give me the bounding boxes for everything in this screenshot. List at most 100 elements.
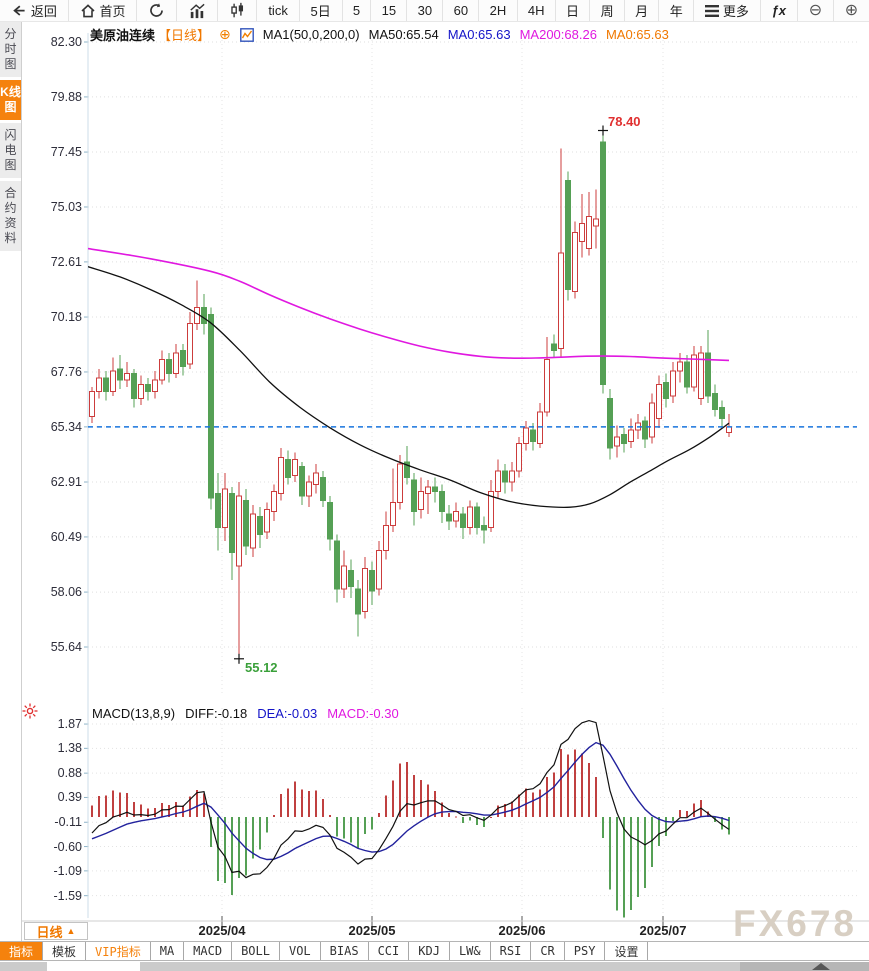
top-toolbar: 返回 首页 tick 5日 5 15 30 60 2H 4H 日周月年 更多 ƒx ⊖ ⊕ [0,0,869,22]
price-axis-label: 77.45 [50,145,82,160]
menu-icon [704,4,719,17]
macd-params: MACD(13,8,9) [92,706,176,721]
indicator-tab-BIAS[interactable]: BIAS [321,942,369,960]
indicator-tab-RSI[interactable]: RSI [491,942,532,960]
interval-button-月[interactable]: 月 [625,0,660,21]
home-icon [81,3,95,17]
high-price-annotation: 78.40 [608,114,641,129]
back-arrow-icon [13,5,25,16]
zoom-in-button[interactable]: ⊕ [834,0,869,21]
zoom-in-icon: ⊕ [844,1,859,19]
price-axis-label: 70.18 [50,310,82,325]
chart-type-sidebar: 分时图 K线图闪电图合约资料 [0,22,22,941]
zoom-out-icon: ⊖ [808,1,823,19]
indicator-tab-PSY[interactable]: PSY [565,942,606,960]
indicator-tab-设置[interactable]: 设置 [605,942,649,960]
indicator-tab-KDJ[interactable]: KDJ [409,942,450,960]
more-button[interactable]: 更多 [694,0,761,21]
macd-value: MACD:-0.30 [327,706,399,721]
interval-button-15[interactable]: 15 [371,0,408,21]
fx-icon: ƒx [771,3,787,18]
indicator-tab-BOLL[interactable]: BOLL [232,942,280,960]
scrollbar-thumb[interactable] [47,962,140,971]
back-button[interactable]: 返回 [0,0,69,21]
period-label: 【日线】 [158,28,211,43]
horizontal-scrollbar [0,962,869,971]
price-axis-label: 67.76 [50,364,82,379]
macd-axis-label: 1.38 [57,741,82,756]
macd-header: MACD(13,8,9) DIFF:-0.18 DEA:-0.03 MACD:-… [92,706,399,721]
price-axis-label: 79.88 [50,89,82,104]
indicator-tab-LW&[interactable]: LW& [450,942,491,960]
ma50-value: MA50:65.54 [368,27,439,42]
indicator-tab-VIP指标[interactable]: VIP指标 [86,942,151,960]
interval-button-30[interactable]: 30 [407,0,444,21]
indicator-tab-指标[interactable]: 指标 [0,942,44,960]
ma0-orange-value: MA0:65.63 [605,27,669,42]
chart-header: 美原油连续 【日线】 ⊕ MA1(50,0,200,0) MA50:65.54 … [90,25,669,44]
date-axis-label: 2025/04 [198,923,246,938]
macd-axis-label: 0.39 [57,790,82,805]
price-axis-label: 58.06 [50,585,82,600]
ma0-blue-value: MA0:65.63 [447,27,511,42]
price-axis-label: 65.34 [50,419,82,434]
interval-button-60[interactable]: 60 [443,0,480,21]
fx678-watermark: FX678 [733,903,858,944]
indicator-tab-MA[interactable]: MA [151,942,185,960]
scroll-up-arrow[interactable] [812,963,830,970]
date-axis-label: 2025/07 [639,923,687,938]
sidebar-item-分时图[interactable]: 分时图 [0,22,21,77]
indicator-tab-模板[interactable]: 模板 [43,942,87,960]
period-dropdown-button[interactable]: 日线 ▲ [24,922,88,940]
candle-chart-mode-button[interactable] [218,0,258,21]
date-axis-label: 2025/06 [498,923,546,938]
price-axis-label: 75.03 [50,199,82,214]
interval-button-周[interactable]: 周 [590,0,625,21]
macd-axis-label: 1.87 [57,717,82,732]
interval-button-5[interactable]: 5 [343,0,372,21]
line-chart-mode-button[interactable] [177,0,218,21]
price-axis-label: 72.61 [50,254,82,269]
dropdown-arrow-icon: ▲ [66,925,76,936]
dea-value: DEA:-0.03 [257,706,318,721]
price-axis-label: 62.91 [50,475,82,490]
home-button[interactable]: 首页 [69,0,138,21]
indicator-settings-icon[interactable] [22,703,38,719]
low-price-annotation: 55.12 [245,660,278,675]
interval-button-日[interactable]: 日 [556,0,591,21]
refresh-button[interactable] [137,0,178,21]
indicator-tab-CR[interactable]: CR [531,942,565,960]
sidebar-item-闪电图[interactable]: 闪电图 [0,123,21,178]
add-indicator-icon[interactable]: ⊕ [219,26,231,42]
price-axis-label: 55.64 [50,639,82,654]
formula-button[interactable]: ƒx [761,0,798,21]
indicator-tab-CCI[interactable]: CCI [369,942,410,960]
interval-button-2H[interactable]: 2H [479,0,518,21]
interval-button-4H[interactable]: 4H [518,0,556,21]
macd-axis-label: 0.88 [57,766,82,781]
price-axis-label: 82.30 [50,35,82,49]
refresh-icon [150,3,164,17]
date-axis-label: 2025/05 [348,923,396,938]
macd-axis-label: -1.59 [53,888,83,903]
ma200-value: MA200:68.26 [519,27,597,42]
ma-settings: MA1(50,0,200,0) [262,27,360,42]
mini-chart-icon[interactable] [239,27,254,42]
sidebar-item-K线图[interactable]: K线图 [0,80,21,120]
five-day-interval-button[interactable]: 5日 [300,0,343,21]
indicator-tab-VOL[interactable]: VOL [280,942,321,960]
sidebar-item-合约资料[interactable]: 合约资料 [0,181,21,251]
indicator-tab-MACD[interactable]: MACD [184,942,233,960]
price-axis-label: 60.49 [50,529,82,544]
tick-interval-button[interactable]: tick [257,0,300,21]
candlestick-icon [230,2,243,18]
zoom-out-button[interactable]: ⊖ [798,0,834,21]
symbol-name: 美原油连续 [90,28,156,43]
macd-axis-label: -1.09 [53,863,83,878]
interval-button-年[interactable]: 年 [659,0,694,21]
interval-buttons-group: 5 15 30 60 2H 4H 日周月年 [343,0,694,21]
macd-axis-label: -0.11 [54,815,82,830]
indicator-tabs-bar: 指标 模板 VIP指标 MA MACD BOLL VOL BIAS CCI KDJ LW& RSI CR… [0,941,869,961]
